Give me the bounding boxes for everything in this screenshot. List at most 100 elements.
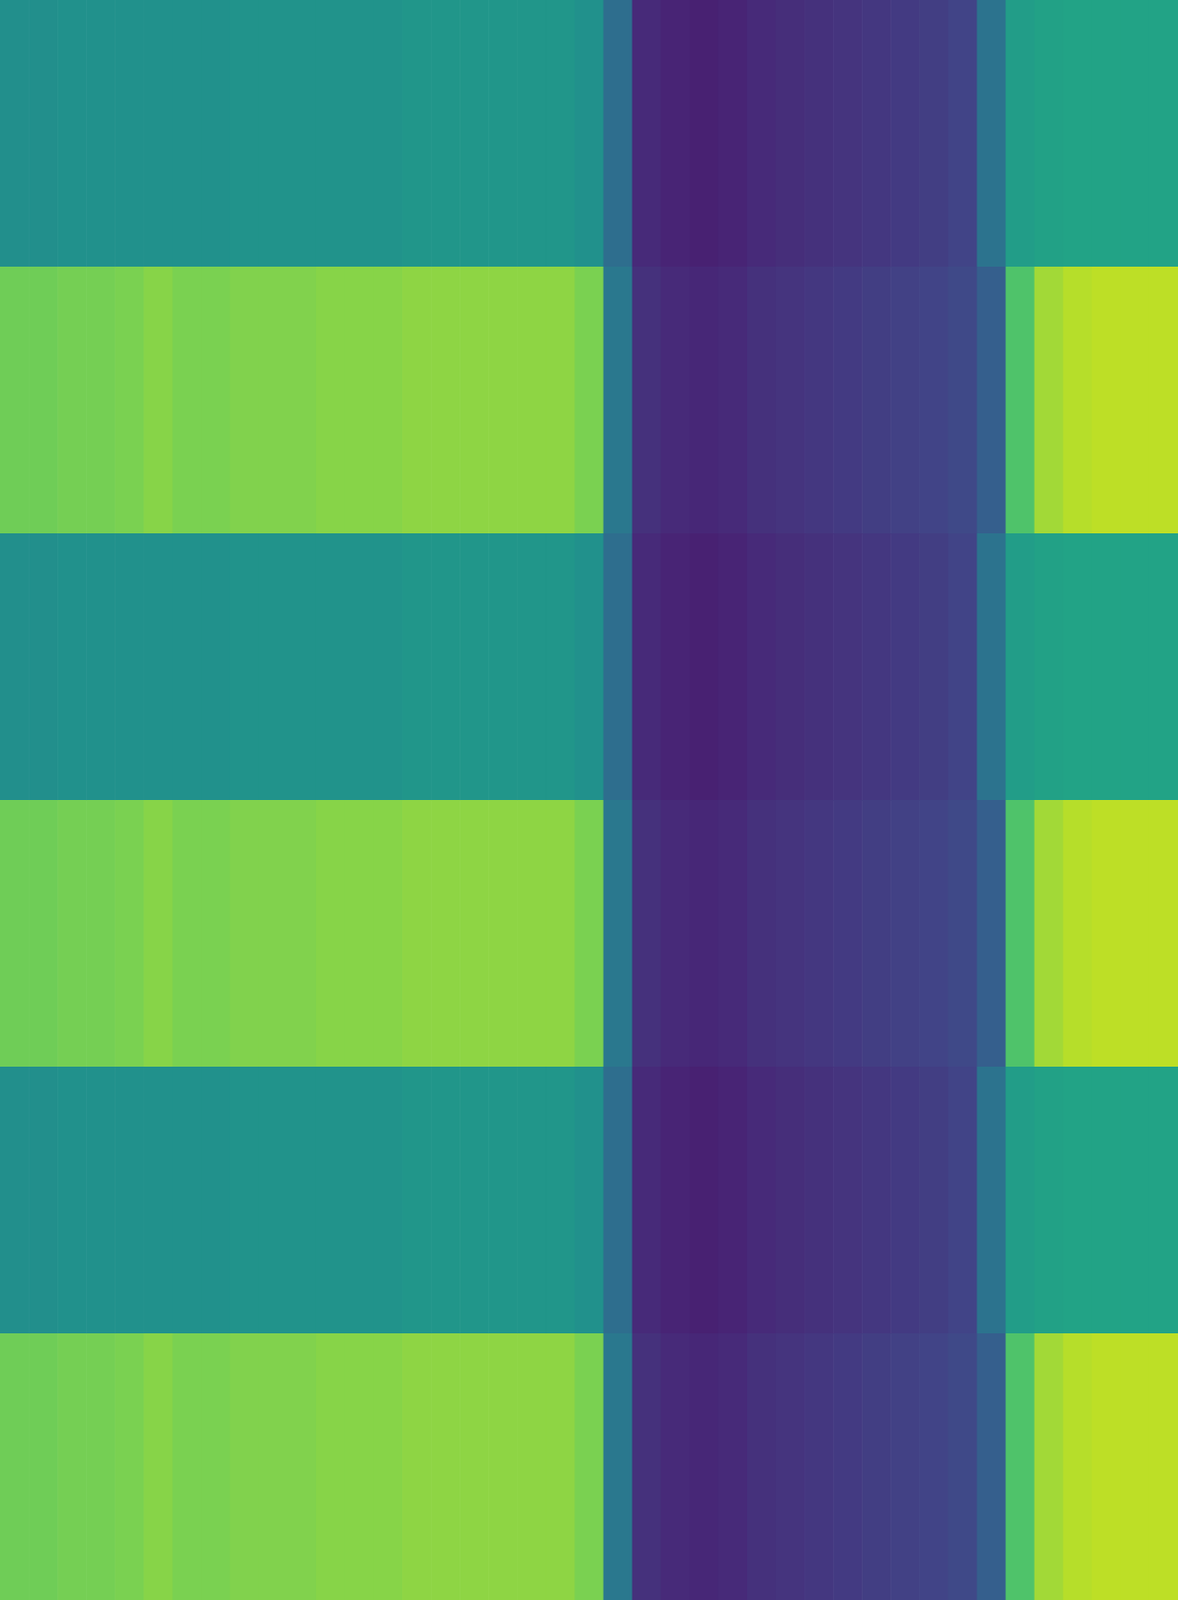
- heatmap-cell: [1063, 1066, 1093, 1334]
- heatmap-cell: [574, 0, 604, 268]
- heatmap-cell: [488, 1066, 518, 1334]
- heatmap-cell: [976, 0, 1007, 268]
- heatmap-cell: [287, 1332, 318, 1600]
- heatmap-cell: [488, 799, 518, 1068]
- heatmap-cell: [373, 1332, 404, 1600]
- heatmap-cell: [201, 1066, 232, 1334]
- heatmap-cell: [171, 533, 202, 801]
- heatmap-cell: [545, 1066, 576, 1334]
- heatmap-cell: [718, 533, 749, 801]
- heatmap-cell: [833, 533, 863, 801]
- heatmap-cell: [171, 1066, 202, 1334]
- heatmap-cell: [0, 1332, 30, 1600]
- heatmap-cell: [516, 1066, 547, 1334]
- heatmap-cell: [747, 533, 777, 801]
- heatmap-cell: [201, 0, 232, 268]
- heatmap-cell: [488, 533, 518, 801]
- heatmap-cell: [1006, 0, 1036, 268]
- heatmap-cell: [402, 0, 432, 268]
- heatmap-cell: [661, 799, 691, 1068]
- heatmap-cell: [258, 1332, 289, 1600]
- heatmap-cell: [661, 533, 691, 801]
- heatmap-cell: [632, 266, 663, 535]
- heatmap-cell: [1006, 799, 1036, 1068]
- heatmap-cell: [57, 1066, 87, 1334]
- heatmap-cell: [947, 0, 978, 268]
- heatmap-cell: [114, 1332, 145, 1600]
- heatmap-cell: [833, 799, 863, 1068]
- heatmap-cell: [430, 533, 461, 801]
- heatmap-cell: [516, 1332, 547, 1600]
- heatmap-cell: [344, 533, 375, 801]
- heatmap-cell: [976, 1332, 1007, 1600]
- heatmap-cell: [718, 1066, 749, 1334]
- heatmap-cell: [402, 799, 432, 1068]
- heatmap-cell: [85, 1332, 116, 1600]
- heatmap-cell: [603, 533, 634, 801]
- heatmap-cell: [316, 799, 346, 1068]
- heatmap-cell: [661, 266, 691, 535]
- heatmap-cell: [459, 1066, 490, 1334]
- heatmap-cell: [574, 1332, 604, 1600]
- heatmap-cell: [28, 1332, 59, 1600]
- heatmap-cell: [230, 0, 260, 268]
- heatmap-cell: [632, 533, 663, 801]
- heatmap-cell: [143, 1066, 173, 1334]
- heatmap-cell: [603, 799, 634, 1068]
- heatmap-cell: [488, 0, 518, 268]
- heatmap-cell: [574, 799, 604, 1068]
- heatmap-cell: [1006, 1066, 1036, 1334]
- heatmap-cell: [1092, 799, 1122, 1068]
- heatmap-cell: [488, 1332, 518, 1600]
- heatmap-cell: [1063, 266, 1093, 535]
- heatmap-cell: [689, 799, 720, 1068]
- heatmap-cell: [1063, 533, 1093, 801]
- heatmap-cell: [919, 266, 949, 535]
- heatmap-cell: [890, 0, 921, 268]
- heatmap-cell: [430, 0, 461, 268]
- heatmap-cell: [0, 799, 30, 1068]
- heatmap-cell: [57, 533, 87, 801]
- heatmap-cell: [661, 0, 691, 268]
- heatmap-cell: [430, 799, 461, 1068]
- heatmap-cell: [258, 1066, 289, 1334]
- heatmap-cell: [0, 266, 30, 535]
- heatmap-cell: [459, 1332, 490, 1600]
- heatmap-cell: [919, 0, 949, 268]
- heatmap-cell: [114, 533, 145, 801]
- heatmap-cell: [890, 1332, 921, 1600]
- heatmap-cell: [1063, 799, 1093, 1068]
- heatmap-cell: [632, 799, 663, 1068]
- heatmap-cell: [201, 799, 232, 1068]
- heatmap-cell: [344, 1332, 375, 1600]
- heatmap-cell: [919, 533, 949, 801]
- heatmap-cell: [947, 533, 978, 801]
- heatmap-cell: [459, 266, 490, 535]
- heatmap-cell: [804, 0, 835, 268]
- heatmap-cell: [143, 1332, 173, 1600]
- heatmap-cell: [689, 1332, 720, 1600]
- heatmap-cell: [833, 266, 863, 535]
- heatmap-cell: [316, 1332, 346, 1600]
- heatmap-cell: [344, 0, 375, 268]
- heatmap-cell: [1149, 266, 1178, 535]
- heatmap-cell: [171, 799, 202, 1068]
- heatmap-cell: [85, 0, 116, 268]
- heatmap-cell: [114, 1066, 145, 1334]
- heatmap-cell: [747, 1332, 777, 1600]
- heatmap-cell: [316, 1066, 346, 1334]
- heatmap-cell: [775, 1332, 806, 1600]
- heatmap-cell: [402, 1332, 432, 1600]
- heatmap-cell: [545, 533, 576, 801]
- heatmap-cell: [287, 799, 318, 1068]
- heatmap-cell: [1149, 1066, 1178, 1334]
- heatmap-cell: [258, 533, 289, 801]
- heatmap-cell: [287, 266, 318, 535]
- heatmap-cell: [28, 1066, 59, 1334]
- heatmap-cell: [775, 266, 806, 535]
- heatmap-cell: [603, 266, 634, 535]
- heatmap-cell: [804, 799, 835, 1068]
- heatmap-cell: [1006, 266, 1036, 535]
- heatmap-cell: [976, 1066, 1007, 1334]
- heatmap-cell: [861, 533, 892, 801]
